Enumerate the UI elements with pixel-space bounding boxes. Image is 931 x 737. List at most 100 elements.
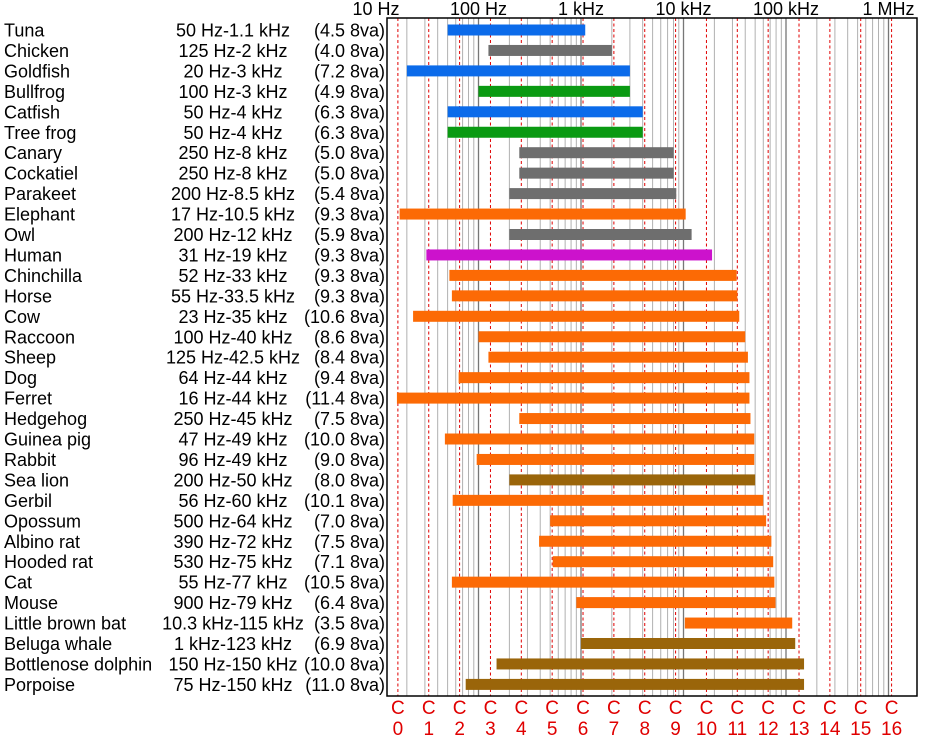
animal-name-label: Goldfish bbox=[4, 61, 70, 81]
note-letter-label: C bbox=[669, 698, 683, 719]
note-letter-label: C bbox=[885, 698, 899, 719]
plot-frame bbox=[386, 17, 918, 697]
note-octave-label: 1 bbox=[423, 719, 434, 737]
octaves-label: (10.5 8va) bbox=[304, 573, 385, 593]
range-bar bbox=[447, 106, 643, 118]
octaves-label: (4.9 8va) bbox=[314, 82, 385, 102]
note-letter-label: C bbox=[514, 698, 528, 719]
row-labels: Tuna 50 Hz-1.1 kHz (4.5 8va) Chicken 125 Hz-… bbox=[4, 21, 385, 695]
octaves-label: (6.9 8va) bbox=[314, 634, 385, 654]
note-letter-label: C bbox=[792, 698, 806, 719]
note-letter-label: C bbox=[607, 698, 621, 719]
animal-name-label: Human bbox=[4, 245, 62, 265]
range-label: 20 Hz-3 kHz bbox=[183, 61, 282, 81]
range-label: 100 Hz-3 kHz bbox=[178, 82, 287, 102]
range-label: 17 Hz-10.5 kHz bbox=[171, 205, 295, 225]
animal-name-label: Gerbil bbox=[4, 491, 52, 511]
range-bar bbox=[413, 310, 740, 322]
range-label: 250 Hz-8 kHz bbox=[178, 164, 287, 184]
animal-name-label: Cow bbox=[4, 307, 41, 327]
range-bar bbox=[488, 44, 612, 56]
octaves-label: (10.0 8va) bbox=[304, 654, 385, 674]
animal-name-label: Dog bbox=[4, 368, 37, 388]
range-label: 200 Hz-50 kHz bbox=[173, 470, 292, 490]
octaves-label: (11.0 8va) bbox=[305, 675, 385, 695]
octaves-label: (6.4 8va) bbox=[314, 593, 385, 613]
note-letter-label: C bbox=[761, 698, 775, 719]
range-label: 96 Hz-49 kHz bbox=[178, 450, 287, 470]
range-bar bbox=[444, 433, 755, 445]
animal-name-label: Chinchilla bbox=[4, 266, 83, 286]
animal-name-label: Raccoon bbox=[4, 327, 75, 347]
range-label: 16 Hz-44 kHz bbox=[178, 389, 287, 409]
octaves-label: (6.3 8va) bbox=[314, 102, 385, 122]
range-label: 50 Hz-4 kHz bbox=[183, 102, 282, 122]
range-label: 100 Hz-40 kHz bbox=[173, 327, 292, 347]
animal-name-label: Cockatiel bbox=[4, 164, 78, 184]
note-octave-label: 16 bbox=[881, 719, 902, 737]
animal-name-label: Cat bbox=[4, 573, 32, 593]
note-octave-label: 8 bbox=[639, 719, 650, 737]
range-bar bbox=[426, 249, 713, 261]
range-label: 1 kHz-123 kHz bbox=[174, 634, 292, 654]
octaves-label: (6.3 8va) bbox=[314, 123, 385, 143]
note-letter-label: C bbox=[453, 698, 467, 719]
range-bar bbox=[449, 269, 737, 281]
animal-name-label: Parakeet bbox=[4, 184, 76, 204]
range-label: 530 Hz-75 kHz bbox=[173, 552, 292, 572]
note-letter-label: C bbox=[638, 698, 652, 719]
range-label: 52 Hz-33 kHz bbox=[178, 266, 287, 286]
range-label: 150 Hz-150 kHz bbox=[168, 654, 297, 674]
note-letter-label: C bbox=[484, 698, 498, 719]
octaves-label: (9.3 8va) bbox=[314, 286, 385, 306]
note-octave-label: 10 bbox=[696, 719, 717, 737]
octaves-label: (5.4 8va) bbox=[314, 184, 385, 204]
range-bar bbox=[496, 658, 805, 670]
range-label: 390 Hz-72 kHz bbox=[173, 532, 292, 552]
octaves-label: (11.4 8va) bbox=[305, 389, 385, 409]
animal-name-label: Albino rat bbox=[4, 532, 80, 552]
animal-name-label: Guinea pig bbox=[4, 430, 91, 450]
range-bar bbox=[458, 372, 750, 384]
range-label: 56 Hz-60 kHz bbox=[178, 491, 287, 511]
range-bar bbox=[550, 515, 767, 527]
range-bar bbox=[539, 535, 772, 547]
bottom-axis-note-labels: C0C1C2C3C4C5C6C7C8C9C10C11C12C13C14C15C1… bbox=[391, 698, 902, 737]
octaves-label: (3.5 8va) bbox=[314, 614, 385, 634]
top-axis-tick-label: 10 Hz bbox=[352, 0, 399, 19]
range-label: 125 Hz-42.5 kHz bbox=[166, 348, 300, 368]
octaves-label: (4.5 8va) bbox=[314, 21, 385, 41]
octaves-label: (10.0 8va) bbox=[304, 430, 385, 450]
animal-name-label: Tree frog bbox=[4, 123, 76, 143]
animal-name-label: Chicken bbox=[4, 41, 69, 61]
top-axis-labels: 10 Hz 100 Hz 1 kHz 10 kHz 100 kHz 1 MHz bbox=[352, 0, 914, 19]
animal-name-label: Sea lion bbox=[4, 470, 69, 490]
range-bar bbox=[478, 85, 630, 97]
octaves-label: (5.9 8va) bbox=[314, 225, 385, 245]
note-octave-label: 7 bbox=[609, 719, 620, 737]
note-letter-label: C bbox=[422, 698, 436, 719]
top-axis-tick-label: 100 Hz bbox=[450, 0, 507, 19]
note-letter-label: C bbox=[545, 698, 559, 719]
range-bar bbox=[576, 597, 776, 609]
range-label: 55 Hz-33.5 kHz bbox=[171, 286, 295, 306]
octaves-label: (10.1 8va) bbox=[304, 491, 385, 511]
note-letter-label: C bbox=[823, 698, 837, 719]
range-bar bbox=[447, 24, 586, 36]
range-bar bbox=[478, 331, 746, 343]
octaves-label: (5.0 8va) bbox=[314, 164, 385, 184]
range-label: 50 Hz-1.1 kHz bbox=[176, 21, 290, 41]
note-octave-label: 14 bbox=[819, 719, 841, 737]
animal-name-label: Horse bbox=[4, 286, 52, 306]
note-octave-label: 9 bbox=[670, 719, 681, 737]
note-octave-label: 2 bbox=[454, 719, 465, 737]
note-octave-label: 0 bbox=[393, 719, 404, 737]
octaves-label: (7.0 8va) bbox=[314, 511, 385, 531]
note-letter-label: C bbox=[730, 698, 744, 719]
animal-name-label: Owl bbox=[4, 225, 35, 245]
range-label: 200 Hz-12 kHz bbox=[173, 225, 292, 245]
octaves-label: (8.0 8va) bbox=[314, 470, 385, 490]
top-axis-tick-label: 1 kHz bbox=[558, 0, 604, 19]
animal-name-label: Ferret bbox=[4, 389, 52, 409]
